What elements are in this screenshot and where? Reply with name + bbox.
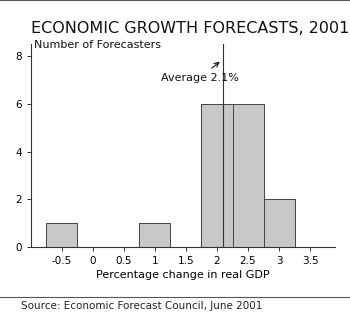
Text: Source: Economic Forecast Council, June 2001: Source: Economic Forecast Council, June …	[21, 301, 262, 311]
Bar	[46, 223, 77, 247]
Text: ECONOMIC GROWTH FORECASTS, 2001: ECONOMIC GROWTH FORECASTS, 2001	[31, 21, 349, 36]
Text: Average 2.1%: Average 2.1%	[161, 62, 239, 83]
Bar	[202, 104, 232, 247]
Bar	[232, 104, 264, 247]
Bar	[139, 223, 170, 247]
X-axis label: Percentage change in real GDP: Percentage change in real GDP	[96, 270, 270, 280]
Bar	[264, 199, 295, 247]
Text: Number of Forecasters: Number of Forecasters	[34, 40, 161, 50]
